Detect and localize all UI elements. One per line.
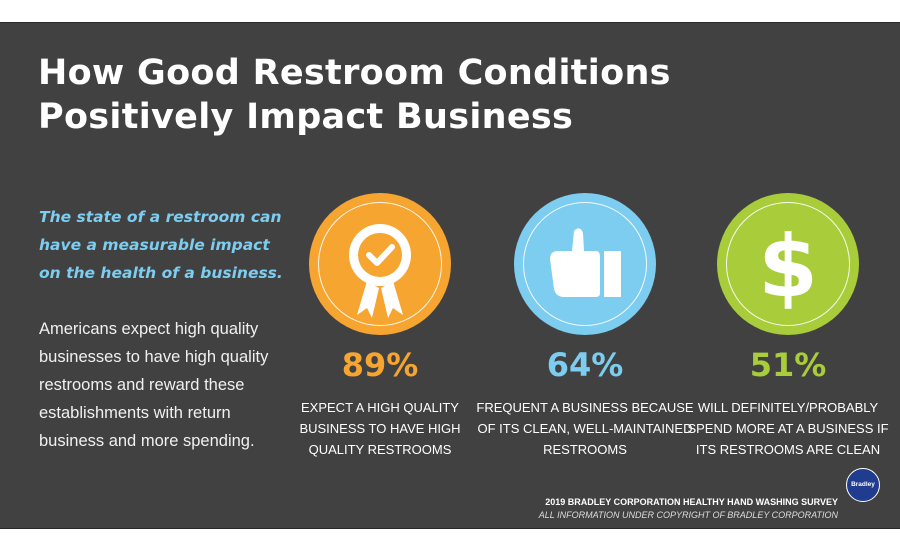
stat-description: Expect a high quality business to have h… — [299, 400, 461, 457]
title-line-1: How Good Restroom Conditions — [38, 53, 671, 93]
award-ribbon-check-icon — [309, 193, 451, 335]
footer-credits: 2019 BRADLEY CORPORATION HEALTHY HAND WA… — [539, 496, 838, 522]
svg-text:$: $ — [758, 217, 818, 317]
stat-percent: 64% — [546, 346, 624, 384]
page-title: How Good Restroom Conditions Positively … — [38, 51, 671, 139]
stat-percent: 89% — [341, 346, 419, 384]
logo-text: Bradley — [851, 481, 875, 488]
stat-percent: 51% — [749, 346, 827, 384]
stat-spend: $ 51% Will definitely/probably spend mor… — [678, 193, 898, 460]
stat-description: Frequent a business because of its clean… — [476, 400, 694, 457]
bradley-logo: Bradley — [846, 468, 880, 502]
stat-quality: 89% Expect a high quality business to ha… — [270, 193, 490, 460]
copyright-notice: ALL INFORMATION UNDER COPYRIGHT OF BRADL… — [538, 510, 838, 520]
survey-source: 2019 BRADLEY CORPORATION HEALTHY HAND WA… — [545, 497, 838, 507]
dollar-sign-icon: $ — [717, 193, 859, 335]
infographic-panel: How Good Restroom Conditions Positively … — [0, 22, 900, 529]
stat-frequent: 64% Frequent a business because of its c… — [475, 193, 695, 460]
lead-text: The state of a restroom can have a measu… — [39, 208, 283, 282]
stat-description: Will definitely/probably spend more at a… — [687, 400, 889, 457]
title-line-2: Positively Impact Business — [38, 97, 574, 137]
body-text: Americans expect high quality businesses… — [39, 320, 269, 450]
thumbs-up-icon — [514, 193, 656, 335]
